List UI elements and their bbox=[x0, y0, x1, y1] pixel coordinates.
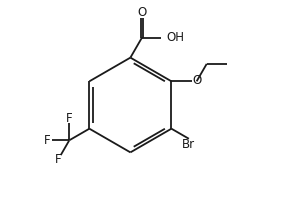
Text: Br: Br bbox=[182, 138, 196, 151]
Text: F: F bbox=[54, 153, 61, 166]
Text: F: F bbox=[44, 134, 50, 147]
Text: O: O bbox=[137, 7, 146, 20]
Text: OH: OH bbox=[166, 31, 184, 44]
Text: O: O bbox=[193, 74, 202, 87]
Text: F: F bbox=[66, 112, 73, 125]
